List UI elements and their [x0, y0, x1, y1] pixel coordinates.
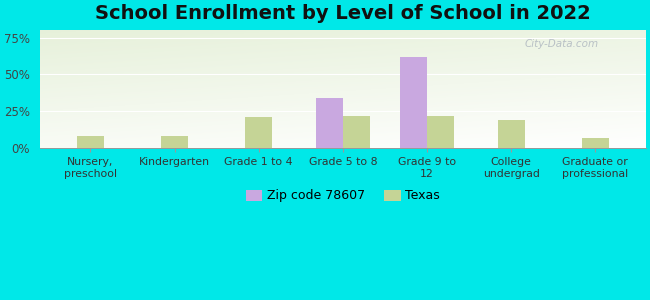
Bar	[582, 138, 609, 148]
Legend: Zip code 78607, Texas: Zip code 78607, Texas	[240, 184, 445, 206]
Bar	[427, 116, 454, 148]
Bar	[316, 98, 343, 148]
Bar	[245, 117, 272, 148]
Text: City-Data.com: City-Data.com	[525, 39, 599, 50]
Bar	[77, 136, 104, 148]
Title: School Enrollment by Level of School in 2022: School Enrollment by Level of School in …	[95, 4, 591, 23]
Bar	[400, 57, 427, 148]
Bar	[343, 116, 370, 148]
Bar	[498, 120, 525, 148]
Bar	[161, 136, 188, 148]
